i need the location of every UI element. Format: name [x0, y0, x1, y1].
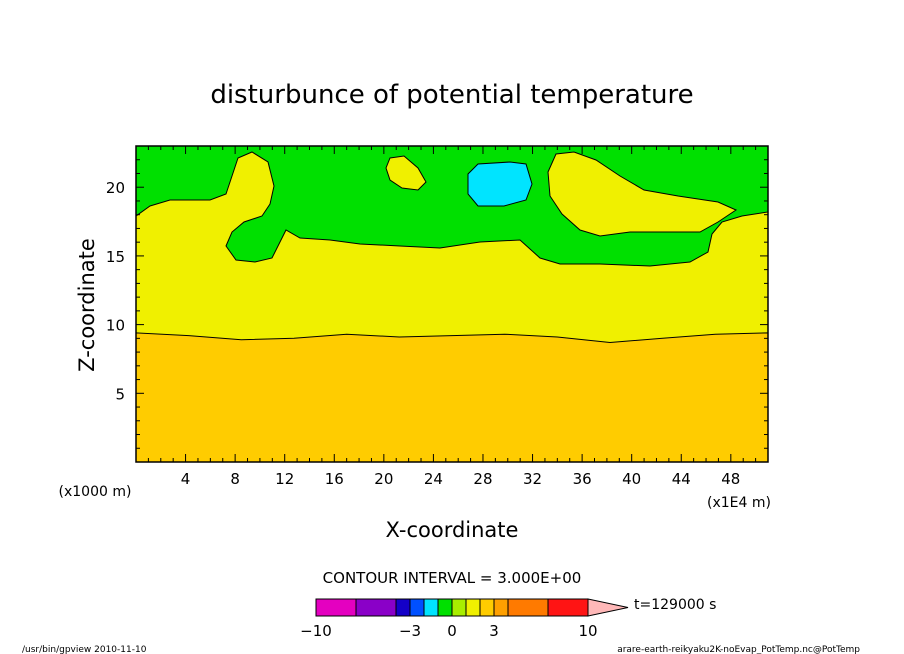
- y-axis-label: Z-coordinate: [75, 238, 99, 372]
- colorbar-swatch: [493, 598, 509, 617]
- y-axis-ticks: 5 10 15 20: [106, 159, 768, 449]
- y-tick-label: 5: [115, 385, 125, 403]
- x-tick-label: 16: [325, 470, 344, 488]
- colorbar-swatch: [395, 598, 411, 617]
- x-tick-label: 36: [573, 470, 592, 488]
- colorbar-swatch: [355, 598, 397, 617]
- colorbar-swatch: [451, 598, 467, 617]
- y-tick-label: 15: [106, 248, 125, 266]
- x-tick-label: 12: [275, 470, 294, 488]
- colorbar-swatch: [479, 598, 495, 617]
- plot-frame: [135, 145, 769, 463]
- colorbar-swatch: [437, 598, 453, 617]
- x-tick-label: 20: [374, 470, 393, 488]
- footer-right: arare-earth-reikyaku2K-noEvap_PotTemp.nc…: [617, 645, 860, 654]
- colorbar-tick-label: 0: [447, 622, 457, 640]
- z-unit-note: (x1000 m): [59, 484, 132, 500]
- x-tick-label: 48: [721, 470, 740, 488]
- x-tick-label: 4: [181, 470, 191, 488]
- colorbar-tick-label: 3: [489, 622, 499, 640]
- colorbar-swatch: [409, 598, 425, 617]
- x-tick-label: 8: [230, 470, 240, 488]
- colorbar-swatch: [547, 598, 589, 617]
- plot-area: [135, 145, 769, 463]
- x-axis-label: X-coordinate: [386, 518, 519, 542]
- contour-interval-text: CONTOUR INTERVAL = 3.000E+00: [323, 569, 582, 587]
- x-tick-label: 32: [523, 470, 542, 488]
- colorbar-arrow: [587, 598, 629, 617]
- x-scale-note: (x1E4 m): [707, 495, 771, 511]
- x-tick-label: 40: [622, 470, 641, 488]
- x-axis-ticks: 4 8 12 16 20 24 28 32 36 40 44 48: [147, 146, 757, 488]
- colorbar-tick-label: −10: [300, 622, 332, 640]
- yellow-island-right: [547, 151, 738, 237]
- footer-left: /usr/bin/gpview 2010-11-10: [22, 645, 147, 654]
- colorbar-swatch: [465, 598, 481, 617]
- colorbar-swatch: [423, 598, 439, 617]
- lower-band: [135, 332, 769, 463]
- colorbar-swatch: [315, 598, 357, 617]
- colorbar-tick-label: 10: [578, 622, 597, 640]
- x-tick-label: 28: [473, 470, 492, 488]
- time-label: t=129000 s: [634, 597, 716, 613]
- y-tick-label: 10: [106, 317, 125, 335]
- x-tick-label: 44: [672, 470, 691, 488]
- x-tick-label: 24: [424, 470, 443, 488]
- yellow-island-left: [385, 155, 427, 191]
- colorbar-swatch: [507, 598, 549, 617]
- colorbar-tick-label: −3: [399, 622, 421, 640]
- colorbar-ticks: −10 −3 0 3 10: [300, 622, 597, 640]
- chart-title: disturbunce of potential temperature: [210, 80, 693, 110]
- cyan-patch: [467, 161, 533, 207]
- colorbar: [315, 598, 629, 617]
- y-tick-label: 20: [106, 179, 125, 197]
